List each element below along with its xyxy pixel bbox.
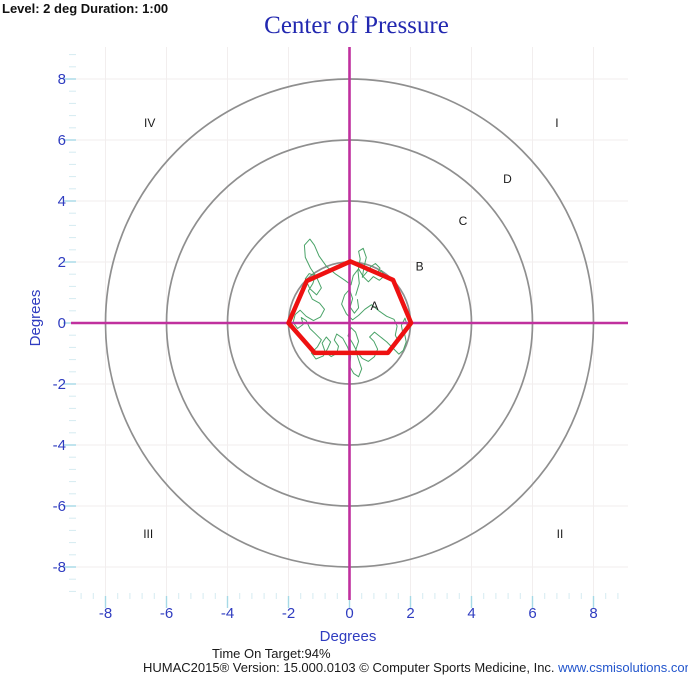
y-tick-label: -8 xyxy=(53,559,66,576)
y-tick-label: 6 xyxy=(58,132,66,149)
x-tick-label: 4 xyxy=(467,605,475,622)
zone-label-A: A xyxy=(371,299,379,313)
x-tick-label: -4 xyxy=(221,605,234,622)
quadrant-label-IV: IV xyxy=(144,116,155,130)
x-tick-label: -6 xyxy=(160,605,173,622)
y-tick-label: -4 xyxy=(53,437,66,454)
y-axis-title: Degrees xyxy=(27,290,44,347)
x-tick-label: 2 xyxy=(406,605,414,622)
time-on-target-label: Time On Target:94% xyxy=(212,646,331,661)
quadrant-label-II: II xyxy=(557,527,564,541)
csmi-link[interactable]: www.csmisolutions.com xyxy=(558,660,688,675)
axis-ticks xyxy=(63,54,619,608)
x-tick-label: -8 xyxy=(99,605,112,622)
y-tick-label: 8 xyxy=(58,71,66,88)
y-tick-label: 4 xyxy=(58,193,66,210)
y-tick-label: 0 xyxy=(58,315,66,332)
quadrant-label-III: III xyxy=(143,527,153,541)
x-axis-title: Degrees xyxy=(320,628,377,645)
y-tick-labels: -8 -6 -4 -2 0 2 4 6 8 xyxy=(53,71,66,576)
crosshair xyxy=(71,47,628,600)
target-polygon xyxy=(286,259,414,356)
version-line: HUMAC2015® Version: 15.000.0103 © Comput… xyxy=(143,660,688,675)
x-tick-label: -2 xyxy=(282,605,295,622)
x-tick-label: 8 xyxy=(589,605,597,622)
zone-label-B: B xyxy=(416,260,424,274)
y-tick-label: -6 xyxy=(53,498,66,515)
y-tick-label: 2 xyxy=(58,254,66,271)
session-info-label: Level: 2 deg Duration: 1:00 xyxy=(2,1,169,16)
x-tick-label: 0 xyxy=(345,605,353,622)
quadrant-label-I: I xyxy=(555,116,558,130)
x-tick-label: 6 xyxy=(528,605,536,622)
chart-title: Center of Pressure xyxy=(264,12,449,39)
zone-label-D: D xyxy=(503,172,512,186)
zone-label-C: C xyxy=(459,214,468,228)
zone-labels: A B C D xyxy=(371,172,513,313)
x-tick-labels: -8 -6 -4 -2 0 2 4 6 8 xyxy=(99,605,598,622)
y-tick-label: -2 xyxy=(53,376,66,393)
version-text: HUMAC2015® Version: 15.000.0103 © Comput… xyxy=(143,660,559,675)
